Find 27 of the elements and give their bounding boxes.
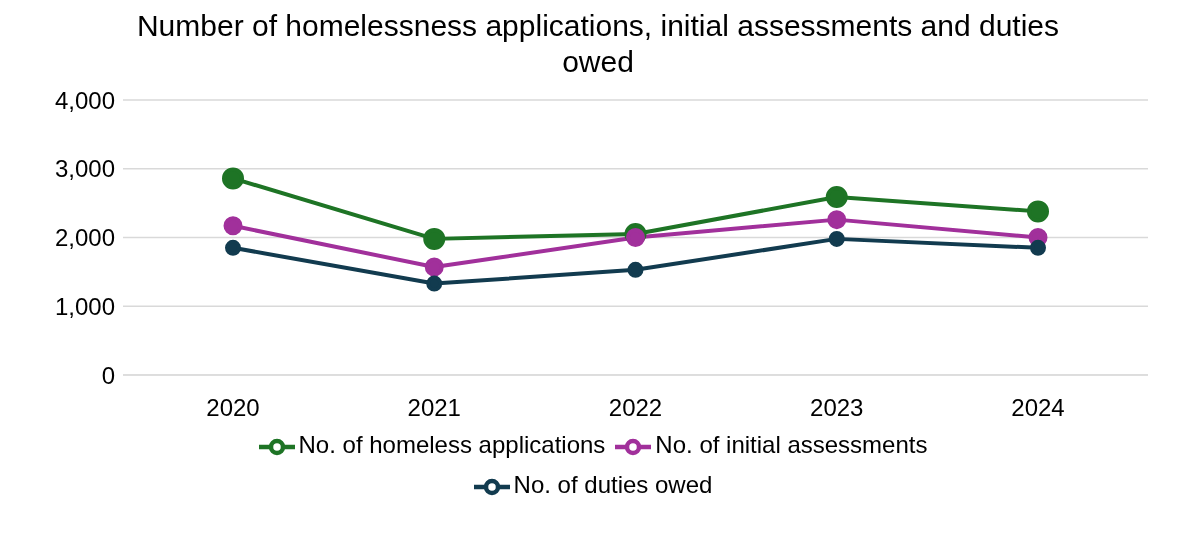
point — [223, 216, 243, 236]
point — [828, 230, 845, 247]
legend-label: No. of duties owed — [513, 471, 713, 498]
x-tick-label: 2021 — [407, 394, 461, 422]
point — [424, 257, 444, 277]
point — [426, 275, 443, 292]
x-tick-label: 2022 — [608, 394, 663, 422]
legend-label: No. of initial assessments — [655, 431, 928, 458]
point — [825, 185, 848, 208]
point — [225, 239, 241, 256]
point — [222, 167, 244, 190]
point — [1027, 200, 1049, 223]
y-tick-label: 1,000 — [54, 292, 115, 320]
y-tick-label: 4,000 — [54, 86, 115, 114]
y-tick-label: 2,000 — [54, 224, 115, 252]
point — [1030, 239, 1046, 256]
point — [626, 228, 645, 247]
x-tick-label: 2024 — [1011, 394, 1065, 422]
y-tick-label: 0 — [101, 361, 115, 389]
legend-label: No. of homeless applications — [298, 431, 606, 458]
x-tick-label: 2020 — [206, 394, 260, 422]
x-tick-label: 2023 — [810, 394, 864, 422]
point — [827, 210, 847, 230]
y-tick-label: 3,000 — [54, 155, 115, 183]
chart-title: Number of homelessness applications, initial assessments and duties owed — [135, 8, 1061, 80]
point — [423, 227, 446, 250]
point — [627, 261, 644, 278]
